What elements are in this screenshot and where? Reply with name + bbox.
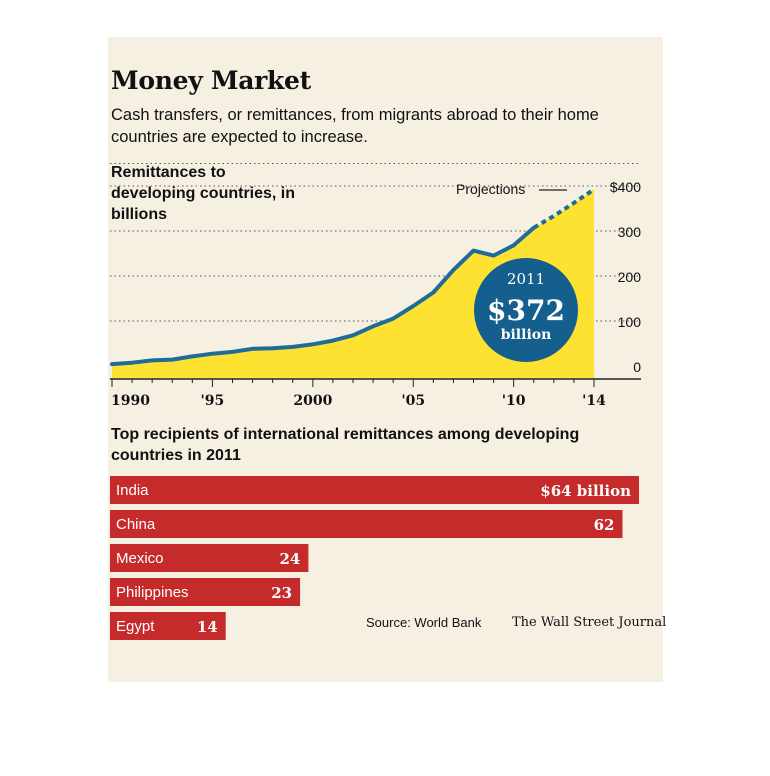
bar — [110, 612, 226, 640]
bar — [110, 578, 301, 606]
x-tick-label: '14 — [582, 393, 606, 409]
projection-label: Projections — [456, 181, 525, 197]
x-tick-label: '05 — [401, 393, 425, 409]
bar — [110, 476, 639, 504]
bar-category-label: Mexico — [116, 550, 164, 567]
callout-year: 2011 — [507, 270, 545, 288]
y-tick-label: $400 — [610, 179, 641, 195]
chart-title: Money Market — [111, 66, 311, 95]
area-fill — [112, 189, 594, 378]
bar-value-label: 23 — [271, 584, 292, 602]
callout-unit: billion — [501, 327, 552, 343]
bar-category-label: Philippines — [116, 584, 189, 601]
x-tick-label: 1990 — [111, 393, 150, 409]
source-note: Source: World Bank — [366, 615, 482, 630]
x-tick-label: '10 — [502, 393, 526, 409]
x-tick-label: '95 — [201, 393, 225, 409]
bar-value-label: 14 — [197, 618, 218, 636]
y-tick-label: 300 — [618, 224, 642, 240]
x-tick-label: 2000 — [293, 393, 332, 409]
bar-value-label: 24 — [280, 550, 301, 568]
credit-note: The Wall Street Journal — [512, 615, 667, 630]
series-line-projection — [532, 187, 596, 230]
callout-badge — [474, 258, 578, 362]
bar — [110, 544, 309, 572]
series-line-actual — [110, 225, 536, 367]
bar-category-label: India — [116, 482, 149, 499]
callout-amount: $372 — [487, 294, 565, 327]
bar — [110, 510, 623, 538]
bar-category-label: Egypt — [116, 618, 155, 635]
y-tick-label: 100 — [618, 314, 642, 330]
bar-value-label: 62 — [594, 516, 615, 534]
y-tick-label: 200 — [618, 269, 642, 285]
y-tick-label: 0 — [633, 359, 641, 375]
chart-subtitle: Cash transfers, or remittances, from mig… — [111, 106, 599, 146]
bar-chart-heading: Top recipients of international remittan… — [111, 426, 580, 464]
bar-value-label: $64 billion — [540, 482, 631, 500]
area-chart-heading: Remittances to developing countries, in … — [111, 164, 296, 223]
bar-category-label: China — [116, 516, 156, 533]
